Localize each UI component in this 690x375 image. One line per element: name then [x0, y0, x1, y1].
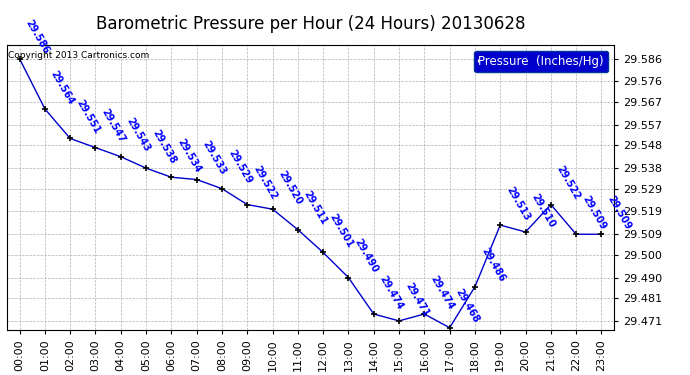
- Text: Barometric Pressure per Hour (24 Hours) 20130628: Barometric Pressure per Hour (24 Hours) …: [96, 15, 525, 33]
- Text: 29.586: 29.586: [23, 18, 51, 56]
- Text: 29.468: 29.468: [454, 287, 482, 325]
- Text: 29.510: 29.510: [530, 192, 557, 229]
- Text: 29.538: 29.538: [150, 128, 178, 165]
- Text: 29.509: 29.509: [580, 194, 608, 231]
- Text: 29.547: 29.547: [99, 107, 127, 145]
- Text: 29.474: 29.474: [428, 274, 456, 311]
- Text: 29.490: 29.490: [353, 237, 380, 275]
- Text: 29.486: 29.486: [479, 246, 506, 284]
- Text: Copyright 2013 Cartronics.com: Copyright 2013 Cartronics.com: [8, 51, 149, 60]
- Text: 29.522: 29.522: [555, 164, 582, 202]
- Text: 29.564: 29.564: [49, 69, 77, 106]
- Text: 29.533: 29.533: [201, 139, 228, 177]
- Text: 29.543: 29.543: [125, 117, 152, 154]
- Text: 29.522: 29.522: [251, 164, 279, 202]
- Text: 29.471: 29.471: [403, 280, 431, 318]
- Text: 29.511: 29.511: [302, 189, 329, 227]
- Text: 29.529: 29.529: [226, 148, 253, 186]
- Text: 29.551: 29.551: [75, 98, 101, 136]
- Text: 29.534: 29.534: [175, 137, 203, 174]
- Text: 29.513: 29.513: [504, 185, 532, 222]
- Text: 29.520: 29.520: [277, 169, 304, 206]
- Legend: Pressure  (Inches/Hg): Pressure (Inches/Hg): [474, 51, 608, 72]
- Text: 29.509: 29.509: [606, 194, 633, 231]
- Text: 29.501: 29.501: [327, 212, 355, 250]
- Text: 29.474: 29.474: [378, 274, 405, 311]
